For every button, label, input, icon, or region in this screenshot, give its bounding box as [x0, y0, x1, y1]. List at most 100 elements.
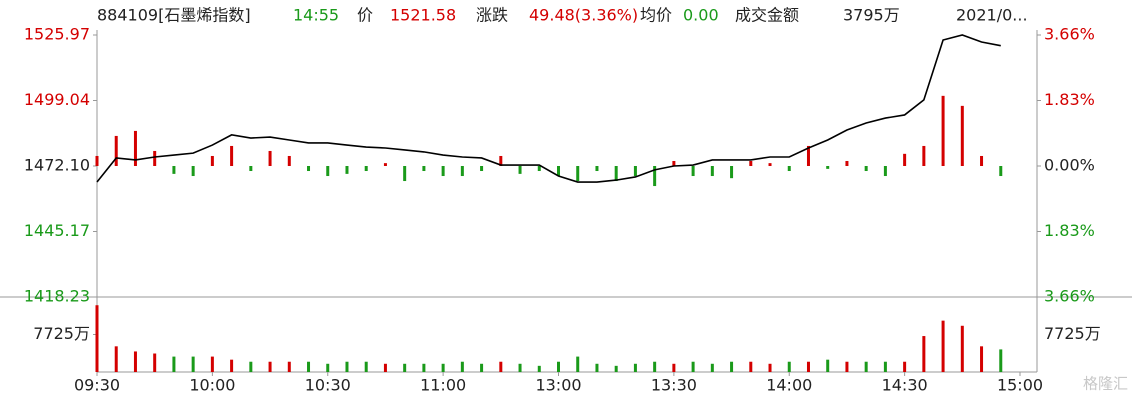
volume-bar [230, 359, 234, 372]
header-item: 0.00 [683, 6, 719, 25]
ratio-bar [864, 166, 868, 172]
volume-bar [806, 361, 810, 372]
volume-bar [153, 353, 157, 372]
volume-bar [364, 361, 368, 372]
volume-bar [730, 361, 734, 372]
volume-bar [826, 359, 830, 372]
header-item: 884109[石墨烯指数] [97, 6, 251, 25]
y2-tick-label: 3.66% [1044, 25, 1095, 44]
ratio-bar [806, 145, 810, 166]
volume-tick-label: 7725万 [1044, 324, 1101, 343]
volume-tick-label: 7725万 [33, 324, 90, 343]
y-tick-label: 1525.97 [24, 25, 90, 44]
volume-bar [287, 361, 291, 372]
ratio-bar [787, 166, 791, 172]
y2-tick-label: 0.00% [1044, 156, 1095, 175]
ratio-bar [383, 163, 387, 166]
header-item: 价 [357, 6, 373, 25]
header-item: 1521.58 [390, 6, 456, 25]
volume-bar [672, 363, 676, 372]
header-item: 2021/0... [956, 6, 1028, 25]
header-item: 14:55 [293, 6, 339, 25]
ratio-bar [210, 155, 214, 166]
ratio-bar [999, 166, 1003, 177]
x-tick-label: 15:00 [997, 376, 1043, 395]
volume-bar [960, 325, 964, 372]
price-line [96, 34, 1001, 183]
volume-bar [787, 361, 791, 372]
watermark: 格隆汇 [1083, 375, 1128, 393]
ratio-bar [537, 166, 541, 172]
volume-bar [845, 361, 849, 372]
volume-bar [249, 361, 253, 372]
ratio-bar [653, 166, 657, 187]
x-tick-label: 14:00 [766, 376, 812, 395]
x-tick-label: 14:30 [882, 376, 928, 395]
ratio-bar [153, 150, 157, 166]
ratio-bar [364, 166, 368, 172]
ratio-bar [441, 166, 445, 177]
ratio-bar [826, 166, 830, 169]
x-tick-label: 10:00 [189, 376, 235, 395]
ratio-bar [672, 160, 676, 166]
volume-bar [633, 363, 637, 372]
volume-bar [903, 361, 907, 372]
ratio-bar [460, 166, 464, 177]
ratio-bar [633, 166, 637, 177]
volume-bar [691, 361, 695, 372]
y2-tick-label: 1.83% [1044, 90, 1095, 109]
ratio-bar [960, 105, 964, 166]
x-tick-label: 10:30 [305, 376, 351, 395]
volume-bar [499, 361, 503, 372]
ratio-bar [730, 166, 734, 179]
volume-bar [172, 356, 176, 372]
ratio-bar [326, 166, 330, 177]
ratio-bar [307, 166, 311, 172]
ratio-bar [133, 130, 137, 166]
ratio-bar [883, 166, 887, 177]
ratio-bar [557, 166, 560, 177]
ratio-bar [191, 166, 195, 177]
ratio-bar [114, 135, 118, 166]
volume-bar [999, 349, 1003, 372]
ratio-bar [480, 166, 484, 172]
volume-bar [114, 346, 118, 372]
volume-bar [595, 363, 599, 372]
ratio-bar [710, 166, 714, 177]
ratio-bar [903, 153, 907, 166]
ratio-bar [287, 155, 291, 166]
header-item: 3795万 [843, 6, 900, 25]
header-item: 涨跌 [476, 6, 508, 25]
x-tick-label: 11:00 [420, 376, 466, 395]
volume-bar [768, 363, 772, 372]
volume-bar [326, 363, 330, 372]
ratio-bar [595, 166, 599, 172]
volume-bar [345, 361, 349, 372]
ratio-bar [845, 160, 849, 166]
volume-bar [614, 365, 618, 372]
volume-bar [95, 305, 99, 372]
volume-bar [210, 356, 214, 372]
y-tick-label: 1499.04 [24, 90, 90, 109]
volume-bar [537, 365, 541, 372]
ratio-bar [980, 155, 984, 166]
volume-bar [710, 363, 714, 372]
ratio-bar [749, 160, 753, 166]
ratio-bar [518, 166, 522, 174]
volume-bar [518, 363, 522, 372]
volume-bar [883, 361, 887, 372]
volume-bar [480, 363, 484, 372]
x-tick-label: 13:00 [535, 376, 581, 395]
volume-bar [653, 361, 657, 372]
y2-tick-label: 3.66% [1044, 287, 1095, 306]
header-item: 49.48(3.36%) [529, 6, 638, 25]
volume-bar [441, 363, 445, 372]
ratio-bar [768, 163, 772, 166]
volume-bar [576, 356, 580, 372]
ratio-bar [95, 155, 99, 166]
y-tick-label: 1472.10 [24, 156, 90, 175]
header-item: 成交金额 [735, 6, 799, 25]
header-item: 均价 [640, 6, 672, 25]
x-tick-label: 13:30 [651, 376, 697, 395]
